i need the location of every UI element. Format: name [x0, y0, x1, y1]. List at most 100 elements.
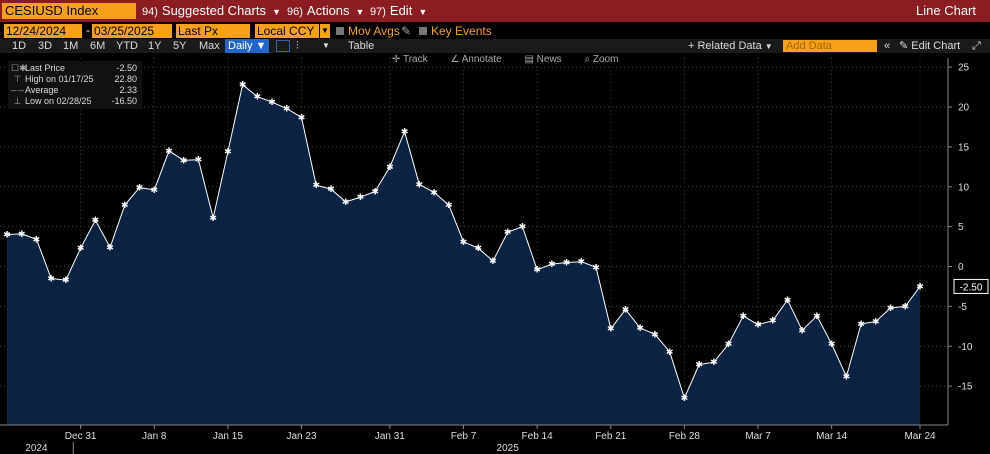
data-point: ✱ [548, 260, 556, 270]
range-6m[interactable]: 6M [90, 40, 106, 52]
menu-label: Actions [306, 3, 350, 18]
last-value-box [953, 278, 989, 294]
data-point: ✱ [312, 181, 320, 191]
range-ytd[interactable]: YTD [116, 40, 138, 52]
related-data-button[interactable]: + Related Data ▼ [688, 39, 773, 54]
price-field-select[interactable]: Last Px [176, 24, 250, 38]
series-line [6, 83, 921, 400]
average-marker-icon: –·– [11, 85, 25, 95]
menu-number: 94) [142, 6, 158, 18]
track-tool[interactable]: ✛ Track [392, 54, 428, 65]
caret-down-icon[interactable]: ▼ [320, 24, 330, 38]
asterisk-icon: ☐✱ [11, 63, 27, 73]
currency-select[interactable]: Local CCY [255, 24, 319, 38]
date-separator: - [86, 23, 90, 37]
chart-tools: ✛ Track ∠ Annotate ▤ News ⌕ Zoom [392, 54, 638, 66]
edit-menu[interactable]: 97) Edit ▼ [370, 3, 427, 19]
x-tick-label: Mar 7 [745, 431, 771, 442]
key-events-label[interactable]: Key Events [431, 24, 492, 38]
data-point: ✱ [401, 128, 409, 138]
command-bar: CESIUSD Index 94) Suggested Charts ▼ 96) Ac… [0, 0, 990, 22]
range-max[interactable]: Max [199, 40, 220, 52]
data-point: ✱ [666, 348, 674, 358]
data-point: ✱ [872, 318, 880, 328]
data-point: ✱ [416, 180, 424, 190]
data-point: ✱ [180, 156, 188, 166]
mov-avgs-label[interactable]: Mov Avgs [348, 24, 400, 38]
data-point: ✱ [445, 201, 453, 211]
data-point: ✱ [298, 113, 306, 123]
start-date-field[interactable]: 12/24/2024 [4, 24, 82, 38]
pencil-icon[interactable]: ✎ [401, 24, 412, 38]
data-point: ✱ [92, 216, 100, 226]
legend-row-low: ⊥ Low on 02/28/25 -16.50 [11, 96, 141, 106]
collapse-icon[interactable]: « [884, 40, 891, 52]
x-tick-label: Mar 24 [904, 431, 936, 442]
data-point: ✱ [209, 214, 217, 224]
ticker-field[interactable]: CESIUSD Index [2, 3, 136, 19]
data-point: ✱ [121, 201, 129, 211]
x-tick-label: Jan 15 [213, 431, 243, 442]
data-point: ✱ [607, 325, 615, 335]
key-events-checkbox[interactable] [419, 27, 427, 35]
range-5y[interactable]: 5Y [173, 40, 187, 52]
line-chart-icon[interactable] [276, 40, 290, 52]
legend-row-last-price: ☐✱ Last Price -2.50 [11, 63, 141, 73]
data-point: ✱ [165, 147, 173, 157]
zoom-label: Zoom [592, 54, 619, 65]
news-tool[interactable]: ▤ News [524, 54, 562, 65]
data-point: ✱ [828, 340, 836, 350]
date-controls-bar: 12/24/2024 - 03/25/2025 Last Px Local CC… [0, 23, 990, 39]
data-point: ✱ [798, 326, 806, 336]
table-button[interactable]: Table [348, 40, 375, 52]
expand-icon[interactable]: ⤢ [972, 40, 981, 52]
edit-chart-label: Edit Chart [911, 40, 961, 52]
actions-menu[interactable]: 96) Actions ▼ [287, 3, 364, 19]
caret-down-icon: ▼ [271, 7, 281, 17]
y-tick-label: -10 [958, 342, 973, 353]
mov-avgs-checkbox[interactable] [336, 27, 344, 35]
area-fill [7, 84, 920, 425]
data-point: ✱ [224, 148, 232, 158]
x-year-label: 2024 [25, 443, 48, 454]
y-tick-label: 25 [958, 63, 970, 74]
last-value-text: -2.50 [960, 282, 983, 293]
zoom-tool[interactable]: ⌕ Zoom [584, 54, 619, 65]
bar-chart-icon[interactable]: ⫶ [296, 40, 299, 52]
y-tick-label: -15 [958, 382, 973, 393]
data-point: ✱ [769, 317, 777, 327]
data-points: ✱ ✱ ✱ ✱ ✱ ✱ ✱ ✱ ✱ ✱ ✱ ✱ ✱ ✱ ✱ ✱ ✱ ✱ ✱ ✱ ✱ ✱ ✱ ✱ ✱ ✱ ✱ ✱ ✱ ✱ ✱ ✱ ✱ ✱ ✱ ✱ ✱ ✱ ✱ ✱… [3, 81, 924, 404]
data-point: ✱ [754, 321, 762, 331]
menu-number: 97) [370, 6, 386, 18]
range-1d[interactable]: 1D [12, 40, 27, 52]
data-point: ✱ [651, 330, 659, 340]
range-1y[interactable]: 1Y [148, 40, 162, 52]
range-3d[interactable]: 3D [38, 40, 53, 52]
data-point: ✱ [563, 259, 571, 269]
menu-number: 96) [287, 6, 303, 18]
annotate-tool[interactable]: ∠ Annotate [450, 54, 502, 65]
legend-value: 2.33 [119, 85, 137, 95]
legend-label: Last Price [25, 63, 66, 73]
data-point: ✱ [578, 258, 586, 268]
legend-value: -2.50 [116, 63, 137, 73]
data-point: ✱ [902, 302, 910, 312]
y-axis: 25 20 15 10 5 0 -5 -10 -15 [947, 58, 973, 425]
suggested-charts-menu[interactable]: 94) Suggested Charts ▼ [142, 3, 281, 19]
data-point: ✱ [150, 186, 158, 196]
range-1m[interactable]: 1M [63, 40, 79, 52]
news-label: News [536, 54, 562, 65]
add-data-input[interactable]: Add Data [783, 40, 877, 52]
data-point: ✱ [62, 276, 70, 286]
data-point: ✱ [283, 105, 291, 115]
low-marker-icon: ⊥ [11, 96, 22, 106]
end-date-field[interactable]: 03/25/2025 [92, 24, 172, 38]
edit-chart-button[interactable]: ✎ Edit Chart [899, 39, 960, 53]
data-point: ✱ [460, 238, 468, 248]
frequency-select[interactable]: Daily ▼ [225, 39, 270, 53]
legend-value: 22.80 [114, 74, 137, 84]
data-point: ✱ [843, 373, 851, 383]
caret-down-icon[interactable]: ▼ [322, 41, 330, 50]
menu-label: Edit [389, 3, 413, 18]
